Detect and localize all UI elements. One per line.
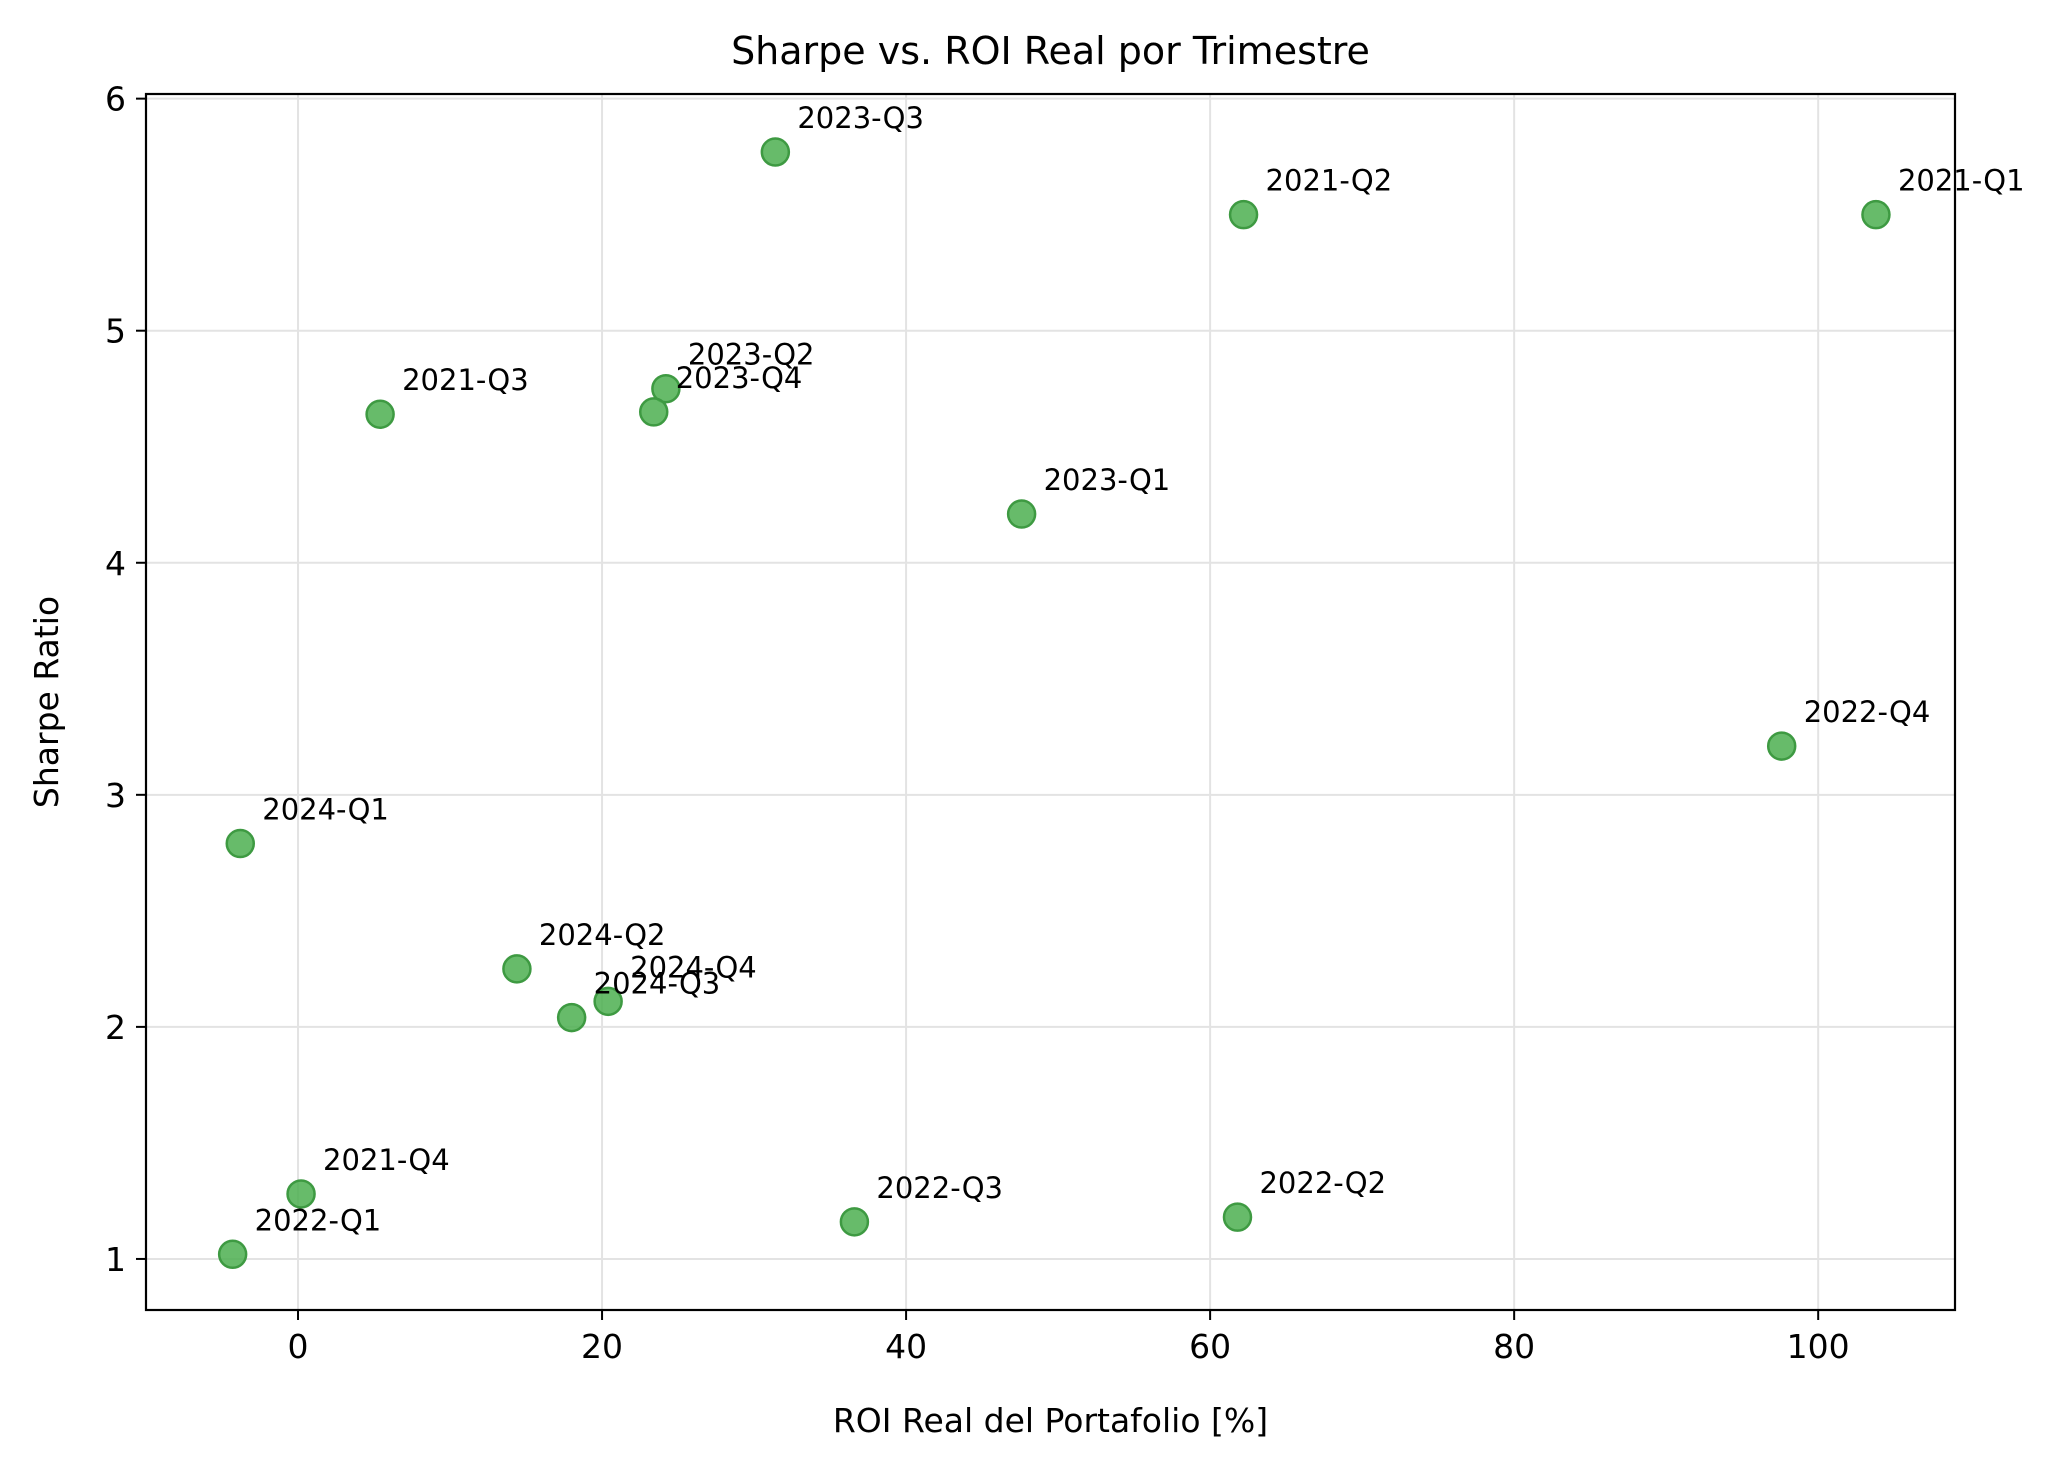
point-label: 2024-Q2 — [539, 918, 666, 952]
scatter-point — [225, 828, 256, 859]
y-axis-label: Sharpe Ratio — [27, 596, 66, 808]
point-label: 2022-Q1 — [255, 1203, 382, 1237]
scatter-point — [638, 397, 669, 427]
point-labels: 2021-Q1 2021-Q2 2021-Q3 2021-Q4 2022-Q1 2022-… — [255, 101, 2025, 1237]
point-label: 2024-Q1 — [262, 793, 389, 827]
y-tick-label: 2 — [105, 1008, 126, 1047]
y-tick-label: 4 — [105, 544, 126, 583]
scatter-points — [217, 137, 1891, 1270]
x-tick-label: 40 — [885, 1327, 927, 1366]
point-label: 2024-Q3 — [594, 967, 721, 1001]
point-label: 2022-Q2 — [1259, 1166, 1386, 1200]
scatter-point — [1006, 499, 1037, 529]
chart-title: Sharpe vs. ROI Real por Trimestre — [731, 29, 1370, 73]
scatter-point — [286, 1179, 316, 1209]
y-tick-label: 1 — [105, 1240, 126, 1279]
x-axis-label: ROI Real del Portafolio [%] — [833, 1401, 1268, 1440]
x-tick-label: 0 — [288, 1327, 309, 1366]
scatter-point — [1228, 199, 1259, 230]
plot-area-frame — [144, 92, 1957, 1312]
y-tick-label: 3 — [105, 776, 126, 815]
scatter-point — [217, 1239, 248, 1270]
point-label: 2021-Q3 — [402, 363, 529, 397]
scatter-point — [760, 137, 791, 167]
scatter-point — [839, 1207, 870, 1237]
y-tick-label: 6 — [105, 80, 126, 119]
point-label: 2021-Q1 — [1898, 164, 2025, 198]
x-tick-label: 20 — [581, 1327, 623, 1366]
point-label: 2023-Q1 — [1044, 463, 1171, 497]
scatter-point — [1861, 199, 1891, 230]
x-tick-label: 100 — [1787, 1327, 1850, 1366]
grid-lines — [146, 94, 1955, 1310]
scatter-point — [1222, 1202, 1253, 1232]
point-label: 2021-Q4 — [323, 1143, 450, 1177]
y-tick-label: 5 — [105, 312, 126, 351]
point-label: 2023-Q3 — [797, 101, 924, 135]
x-tick-label: 80 — [1493, 1327, 1535, 1366]
y-axis-ticks: 1 2 3 4 5 6 — [105, 80, 146, 1279]
scatter-point — [593, 986, 623, 1017]
scatter-point — [1766, 731, 1797, 761]
x-tick-label: 60 — [1189, 1327, 1231, 1366]
point-label: 2024-Q4 — [630, 950, 757, 984]
point-label: 2022-Q4 — [1804, 695, 1931, 729]
point-label: 2023-Q4 — [676, 361, 803, 395]
point-label: 2023-Q2 — [688, 338, 815, 372]
scatter-point — [651, 373, 681, 404]
scatter-point — [502, 954, 532, 984]
point-label: 2022-Q3 — [876, 1171, 1003, 1205]
point-label: 2021-Q2 — [1266, 164, 1393, 198]
scatter-point — [556, 1002, 587, 1033]
x-axis-ticks: 0 20 40 60 80 100 — [288, 1310, 1850, 1366]
scatter-point — [365, 399, 395, 429]
